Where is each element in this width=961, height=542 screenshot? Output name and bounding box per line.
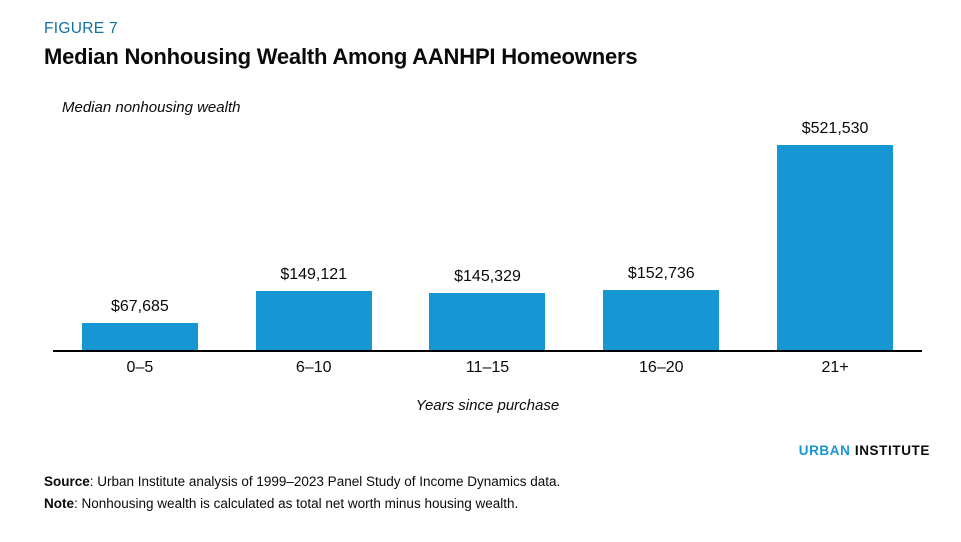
x-tick-label: 11–15 — [465, 359, 510, 376]
bar — [429, 293, 546, 350]
x-tick-label: 21+ — [821, 359, 849, 376]
bar-band: $67,685 — [53, 110, 227, 350]
bar-band: $152,736 — [574, 110, 748, 350]
x-ticks: 0–5 6–10 11–15 16–20 21+ — [53, 359, 922, 377]
bar-value-label: $521,530 — [801, 120, 869, 137]
bar-band: $149,121 — [227, 110, 401, 350]
y-axis-label: Median nonhousing wealth — [62, 99, 241, 116]
bar-band: $521,530 — [748, 110, 922, 350]
bar — [603, 290, 720, 350]
bar — [81, 323, 198, 350]
bar — [777, 145, 894, 350]
source-label: Source — [44, 474, 90, 489]
note-text: : Nonhousing wealth is calculated as tot… — [74, 496, 519, 511]
bar-value-label: $152,736 — [627, 265, 695, 282]
x-axis-label: Years since purchase — [415, 397, 560, 414]
bar-band: $145,329 — [401, 110, 575, 350]
x-tick-label: 16–20 — [639, 359, 684, 376]
plot-area: $67,685 $149,121 $145,329 $152,736 $521,530 — [53, 110, 922, 352]
bar — [255, 291, 372, 350]
footer-notes: Source: Urban Institute analysis of 1999… — [44, 471, 560, 515]
source-line: Source: Urban Institute analysis of 1999… — [44, 471, 560, 493]
x-tick-label: 6–10 — [295, 359, 332, 376]
logo-urban-text: URBAN — [798, 443, 851, 458]
bar-value-label: $145,329 — [454, 268, 521, 285]
source-text: : Urban Institute analysis of 1999–2023 … — [89, 474, 561, 489]
logo-institute-text: INSTITUTE — [854, 443, 930, 458]
bar-value-label: $149,121 — [280, 266, 348, 283]
chart-title: Median Nonhousing Wealth Among AANHPI Ho… — [44, 44, 638, 69]
note-label: Note — [44, 496, 74, 511]
note-line: Note: Nonhousing wealth is calculated as… — [44, 493, 560, 515]
bar-value-label: $67,685 — [110, 298, 169, 315]
figure-label: FIGURE 7 — [44, 20, 118, 37]
x-tick-label: 0–5 — [126, 359, 154, 376]
urban-institute-logo: URBAN INSTITUTE — [799, 443, 930, 458]
